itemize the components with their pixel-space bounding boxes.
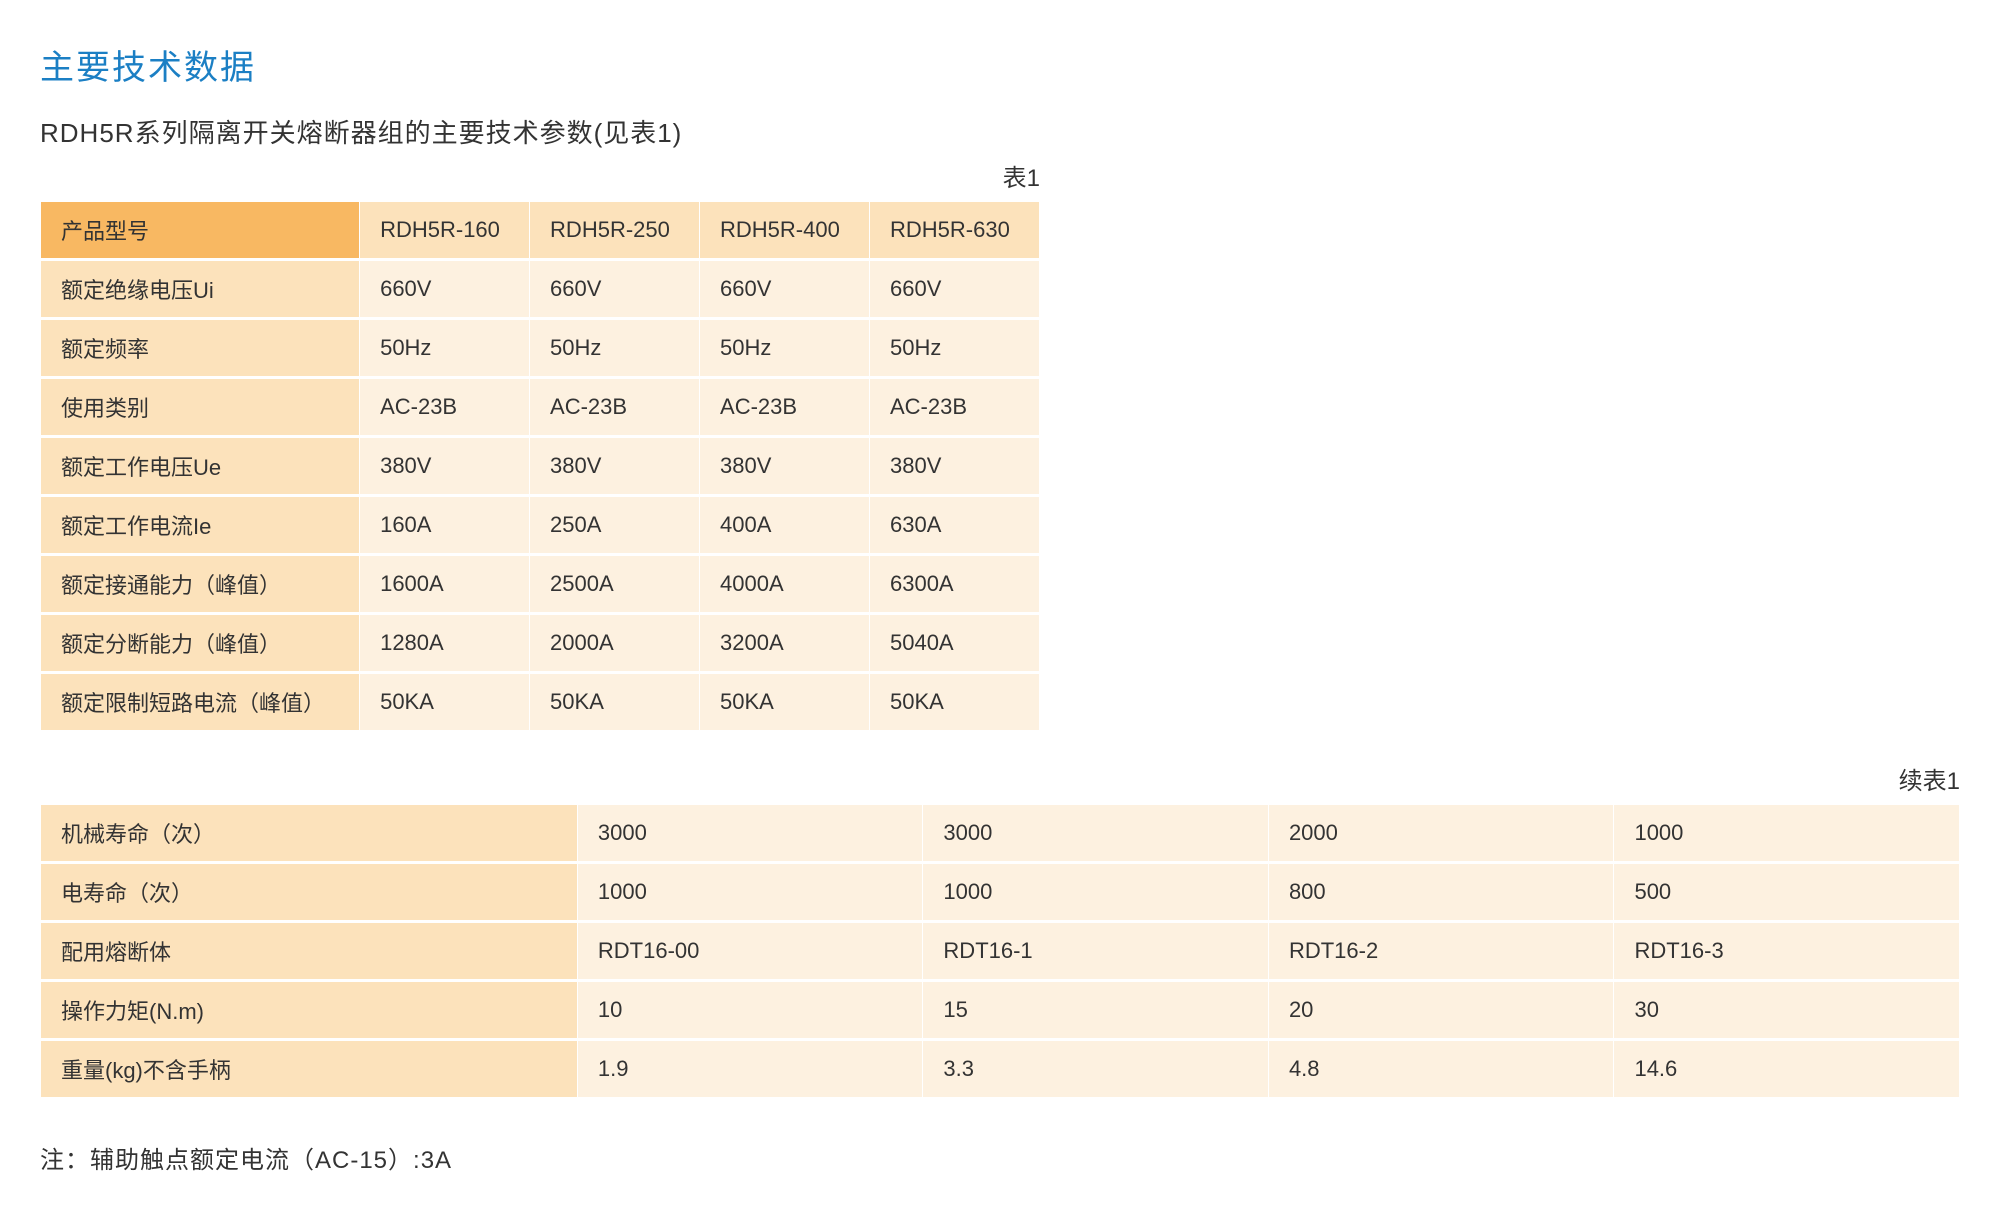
value-cell: 380V xyxy=(530,438,699,494)
value-cell: 50KA xyxy=(360,674,529,730)
value-cell: 660V xyxy=(360,261,529,317)
page-title: 主要技术数据 xyxy=(40,40,1960,89)
value-cell: 3000 xyxy=(923,805,1268,861)
value-cell: 380V xyxy=(360,438,529,494)
value-cell: 5040A xyxy=(870,615,1039,671)
value-cell: 660V xyxy=(530,261,699,317)
table1-label: 表1 xyxy=(40,158,1040,193)
table-row: 额定接通能力（峰值）1600A2500A4000A6300A xyxy=(41,556,1039,612)
table1-header-model: RDH5R-630 xyxy=(870,202,1039,258)
table1-header-model: RDH5R-400 xyxy=(700,202,869,258)
param-cell: 额定限制短路电流（峰值） xyxy=(41,674,359,730)
value-cell: 2500A xyxy=(530,556,699,612)
value-cell: 1280A xyxy=(360,615,529,671)
footnote: 注：辅助触点额定电流（AC-15）:3A xyxy=(40,1140,1960,1175)
table-row: 配用熔断体RDT16-00RDT16-1RDT16-2RDT16-3 xyxy=(41,923,1959,979)
value-cell: 50KA xyxy=(700,674,869,730)
value-cell: 1000 xyxy=(1614,805,1959,861)
value-cell: 3200A xyxy=(700,615,869,671)
table1: 产品型号 RDH5R-160 RDH5R-250 RDH5R-400 RDH5R… xyxy=(40,199,1040,733)
table-row: 额定工作电流Ie160A250A400A630A xyxy=(41,497,1039,553)
table1-header-row: 产品型号 RDH5R-160 RDH5R-250 RDH5R-400 RDH5R… xyxy=(41,202,1039,258)
table1-header-model: RDH5R-250 xyxy=(530,202,699,258)
value-cell: 50KA xyxy=(530,674,699,730)
param-cell: 额定接通能力（峰值） xyxy=(41,556,359,612)
value-cell: 4.8 xyxy=(1269,1041,1614,1097)
value-cell: 660V xyxy=(700,261,869,317)
value-cell: AC-23B xyxy=(870,379,1039,435)
param-cell: 配用熔断体 xyxy=(41,923,577,979)
param-cell: 重量(kg)不含手柄 xyxy=(41,1041,577,1097)
value-cell: 3000 xyxy=(578,805,923,861)
table1-header-param: 产品型号 xyxy=(41,202,359,258)
table2-container: 续表1 机械寿命（次）3000300020001000 电寿命（次）100010… xyxy=(40,761,1960,1100)
value-cell: RDT16-1 xyxy=(923,923,1268,979)
table-row: 额定工作电压Ue380V380V380V380V xyxy=(41,438,1039,494)
value-cell: 50Hz xyxy=(700,320,869,376)
value-cell: 800 xyxy=(1269,864,1614,920)
value-cell: 2000 xyxy=(1269,805,1614,861)
value-cell: RDT16-3 xyxy=(1614,923,1959,979)
value-cell: 3.3 xyxy=(923,1041,1268,1097)
value-cell: 6300A xyxy=(870,556,1039,612)
value-cell: 1600A xyxy=(360,556,529,612)
value-cell: 14.6 xyxy=(1614,1041,1959,1097)
value-cell: 400A xyxy=(700,497,869,553)
value-cell: 4000A xyxy=(700,556,869,612)
value-cell: 380V xyxy=(700,438,869,494)
param-cell: 使用类别 xyxy=(41,379,359,435)
value-cell: 660V xyxy=(870,261,1039,317)
value-cell: 10 xyxy=(578,982,923,1038)
table-row: 额定频率50Hz50Hz50Hz50Hz xyxy=(41,320,1039,376)
param-cell: 额定分断能力（峰值） xyxy=(41,615,359,671)
table-row: 重量(kg)不含手柄1.93.34.814.6 xyxy=(41,1041,1959,1097)
value-cell: 1.9 xyxy=(578,1041,923,1097)
value-cell: RDT16-00 xyxy=(578,923,923,979)
param-cell: 机械寿命（次） xyxy=(41,805,577,861)
table-row: 机械寿命（次）3000300020001000 xyxy=(41,805,1959,861)
table-row: 额定分断能力（峰值）1280A2000A3200A5040A xyxy=(41,615,1039,671)
value-cell: 250A xyxy=(530,497,699,553)
value-cell: AC-23B xyxy=(360,379,529,435)
param-cell: 额定频率 xyxy=(41,320,359,376)
table2-label: 续表1 xyxy=(40,761,1960,796)
value-cell: 30 xyxy=(1614,982,1959,1038)
value-cell: 50Hz xyxy=(530,320,699,376)
value-cell: 1000 xyxy=(578,864,923,920)
value-cell: 15 xyxy=(923,982,1268,1038)
param-cell: 电寿命（次） xyxy=(41,864,577,920)
param-cell: 额定工作电流Ie xyxy=(41,497,359,553)
value-cell: 2000A xyxy=(530,615,699,671)
value-cell: AC-23B xyxy=(700,379,869,435)
value-cell: 160A xyxy=(360,497,529,553)
table-row: 额定绝缘电压Ui660V660V660V660V xyxy=(41,261,1039,317)
table1-container: 表1 产品型号 RDH5R-160 RDH5R-250 RDH5R-400 RD… xyxy=(40,158,1040,733)
param-cell: 额定绝缘电压Ui xyxy=(41,261,359,317)
table-row: 额定限制短路电流（峰值）50KA50KA50KA50KA xyxy=(41,674,1039,730)
param-cell: 操作力矩(N.m) xyxy=(41,982,577,1038)
param-cell: 额定工作电压Ue xyxy=(41,438,359,494)
table-row: 使用类别AC-23BAC-23BAC-23BAC-23B xyxy=(41,379,1039,435)
value-cell: 50KA xyxy=(870,674,1039,730)
table1-header-model: RDH5R-160 xyxy=(360,202,529,258)
value-cell: 1000 xyxy=(923,864,1268,920)
page-subtitle: RDH5R系列隔离开关熔断器组的主要技术参数(见表1) xyxy=(40,113,1960,150)
value-cell: RDT16-2 xyxy=(1269,923,1614,979)
table-row: 操作力矩(N.m)10152030 xyxy=(41,982,1959,1038)
value-cell: 50Hz xyxy=(870,320,1039,376)
value-cell: AC-23B xyxy=(530,379,699,435)
value-cell: 630A xyxy=(870,497,1039,553)
value-cell: 500 xyxy=(1614,864,1959,920)
value-cell: 380V xyxy=(870,438,1039,494)
table2: 机械寿命（次）3000300020001000 电寿命（次）1000100080… xyxy=(40,802,1960,1100)
value-cell: 20 xyxy=(1269,982,1614,1038)
value-cell: 50Hz xyxy=(360,320,529,376)
table-row: 电寿命（次）10001000800500 xyxy=(41,864,1959,920)
